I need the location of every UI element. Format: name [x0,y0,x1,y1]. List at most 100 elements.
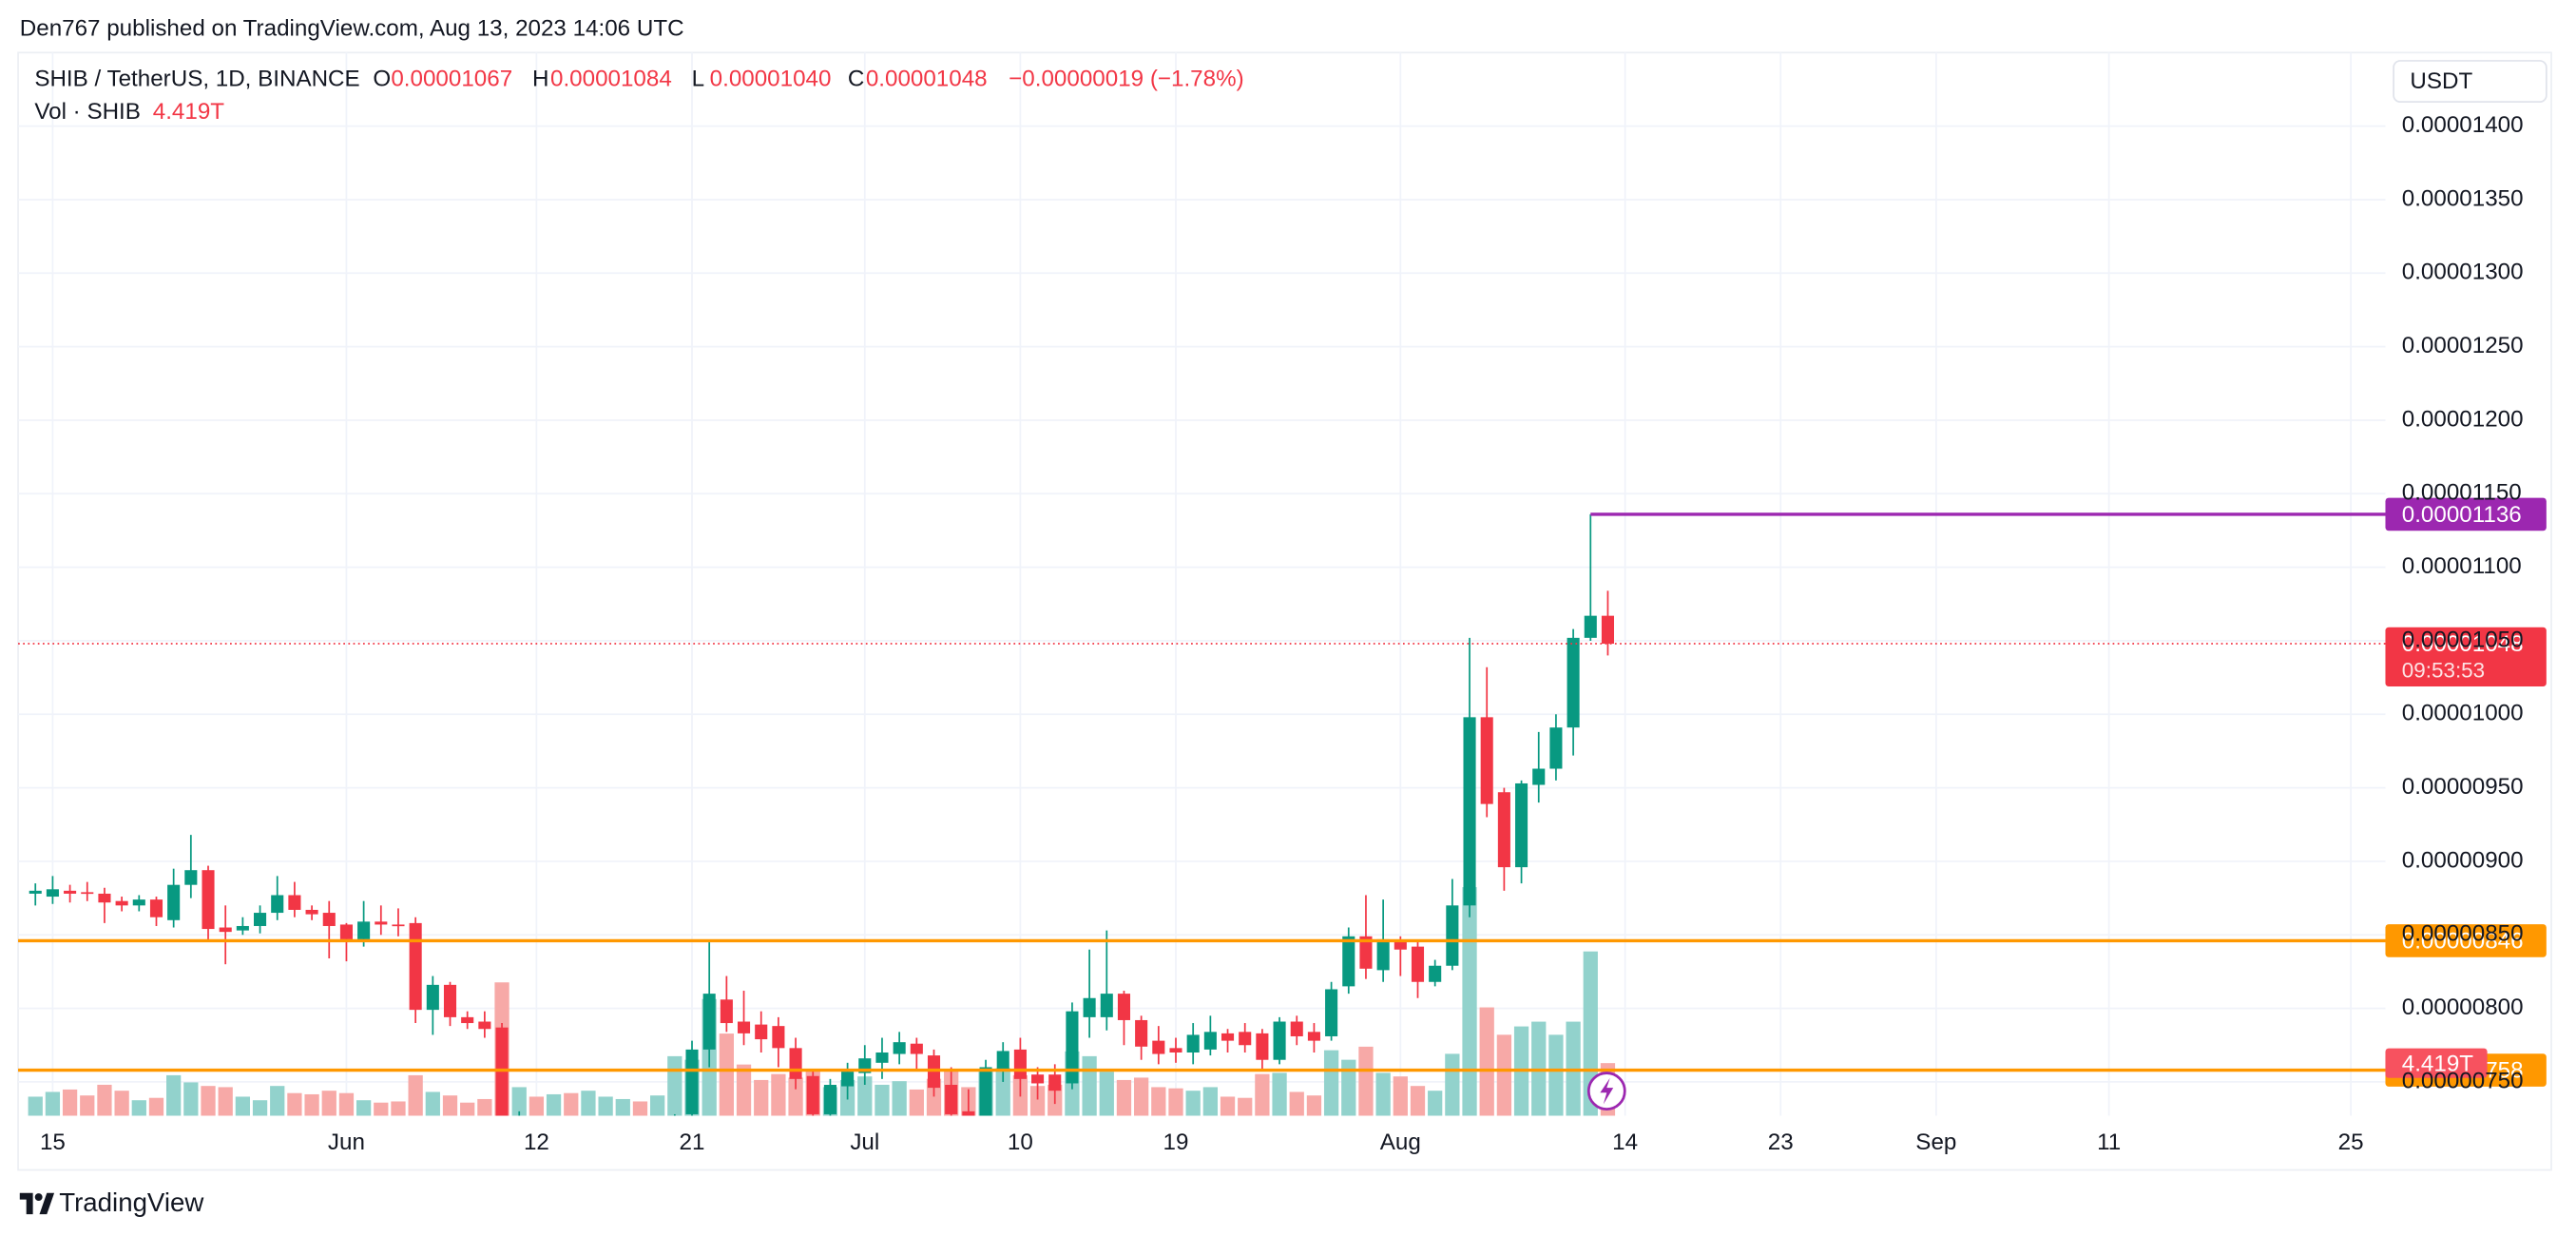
y-tick-label: 0.00001300 [2402,260,2524,285]
x-tick-label: 25 [2338,1130,2364,1155]
candle-body [478,1021,491,1030]
candle-body [1135,1019,1148,1047]
legend-open-key: O [373,67,391,92]
candle-body [1290,1021,1303,1036]
candle-body [979,1067,992,1116]
y-tick-label: 0.00000900 [2402,847,2524,873]
y-tick-label: 0.00001150 [2402,480,2522,506]
volume-bar [529,1096,545,1116]
candle-body [1429,965,1442,982]
candle-body [1083,997,1096,1017]
volume-bar [1428,1091,1443,1116]
candle-body [875,1052,889,1063]
x-tick-label: Jun [328,1130,365,1155]
last-price-box [2385,627,2547,686]
volume-bar [546,1093,562,1116]
currency-label[interactable]: USDT [2410,68,2472,94]
volume-bar [321,1091,336,1116]
brand-logo [19,1192,55,1215]
volume-bar [788,1077,803,1116]
candle-body [1359,936,1373,969]
volume-bar [80,1095,95,1116]
volume-bar [183,1082,199,1116]
candle-body [685,1049,699,1114]
candle-body [893,1042,906,1054]
volume-bar [598,1096,613,1116]
replay-icon[interactable] [1586,1072,1626,1110]
candle-body [1273,1021,1286,1060]
candle-body [339,924,353,939]
candle-body [495,1027,509,1116]
volume-bar [97,1084,112,1116]
volume-bar [338,1092,355,1116]
y-tick-label: 0.00001250 [2402,333,2524,358]
candle-body [132,899,145,906]
candle-body [582,1155,594,1163]
volume-bar [615,1098,630,1116]
candle-body [720,999,733,1024]
candle-body [1463,717,1476,906]
x-tick-label: 21 [680,1130,705,1155]
volume-bar [771,1073,786,1116]
volume-bar [1445,1053,1460,1116]
candle-body [823,1085,836,1114]
candle-body [375,921,388,925]
candle-body [254,913,267,926]
volume-bar [1082,1055,1097,1116]
volume-bar [1548,1034,1564,1116]
volume-bar [581,1091,596,1116]
candle-body [1584,615,1597,638]
volume-label: 4.419T [2402,1051,2474,1076]
candle-body [426,984,439,1011]
candle-body [1031,1074,1045,1084]
price-label-box [2385,924,2547,957]
volume-bar [442,1095,458,1116]
candle-body [46,889,59,898]
x-tick-label: 12 [524,1130,549,1155]
volume-legend-value: 4.419T [153,100,225,126]
candle-body [1376,938,1390,971]
candle-body [1169,1048,1182,1053]
candle-body [1325,989,1338,1036]
candle-body [945,1085,958,1114]
volume-legend: Vol · SHIB 4.419T [34,100,224,126]
y-tick-label: 0.00001050 [2402,627,2524,652]
currency-button[interactable] [2393,60,2547,104]
volume-bar [719,1033,734,1116]
candle-body [1186,1034,1200,1053]
candle-body [1394,940,1407,950]
candle-body [1532,768,1546,785]
candle-body [548,1138,560,1144]
candle-body [1048,1074,1062,1091]
volume-bar [1238,1097,1253,1116]
volume-bar [356,1100,372,1116]
candle-body [357,921,371,939]
y-tick-label: 0.00001350 [2402,185,2524,211]
candle-body [219,927,232,933]
volume-bar [1255,1073,1270,1116]
candle-body [202,870,215,930]
candle-body [115,900,128,906]
volume-bar [1479,1007,1494,1116]
volume-bar [1134,1077,1149,1116]
volume-bar [754,1079,769,1116]
candles [29,513,1615,1163]
volume-bar [875,1084,890,1116]
legend-close: 0.00001048 [866,67,988,92]
volume-bar [1202,1087,1218,1116]
volume-bar [131,1100,146,1116]
candle-body [1342,936,1355,987]
y-tick-label: 0.00000850 [2402,921,2524,947]
price-label: 0.00000846 [2402,929,2524,955]
volume-bar [1341,1059,1356,1116]
last-price-label: 0.00001048 [2402,631,2524,657]
volume-bar [909,1089,924,1116]
volume-bar [235,1096,251,1116]
candle-body [1601,615,1615,645]
candle-body [1066,1011,1079,1084]
volume-bar [1116,1079,1132,1116]
candle-body [910,1043,923,1054]
volume-bar [374,1102,389,1116]
volume-bar [1393,1076,1408,1116]
